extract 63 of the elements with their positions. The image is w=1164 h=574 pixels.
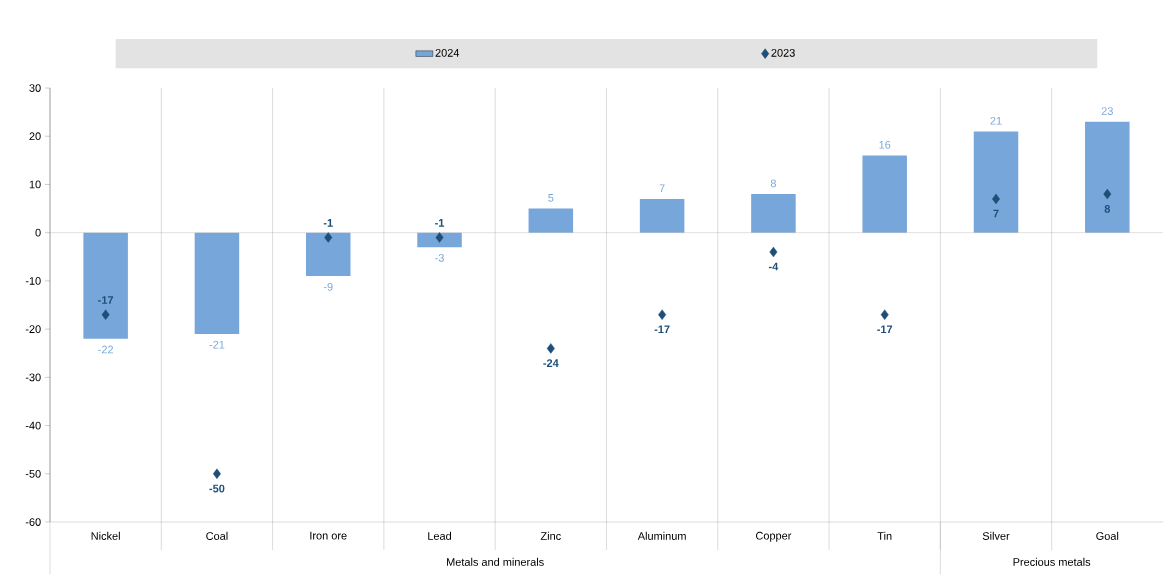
legend-label: 2024 (435, 49, 460, 57)
x-tick-label: Lead (428, 531, 452, 540)
data-label: -24 (543, 359, 559, 367)
point (658, 309, 667, 320)
point (435, 232, 444, 243)
data-label: -22 (98, 345, 114, 354)
x-tick-label: Copper (756, 531, 792, 542)
y-tick-label: -10 (25, 277, 41, 285)
data-label: 7 (993, 209, 999, 218)
y-tick-label: -60 (25, 518, 41, 526)
data-label: -17 (654, 325, 670, 334)
bar (417, 232, 462, 248)
data-label: 21 (990, 116, 1002, 125)
data-label: 8 (1104, 204, 1110, 213)
x-tick-label: Iron ore (310, 531, 347, 540)
point (101, 309, 110, 320)
data-label: -17 (877, 325, 893, 334)
point (324, 232, 333, 243)
data-label: 23 (1101, 107, 1113, 115)
data-label: 16 (879, 140, 891, 149)
data-label: -4 (768, 262, 779, 271)
bar (528, 208, 574, 233)
data-label: -50 (209, 484, 225, 493)
legend-label: 2023 (771, 49, 795, 57)
x-tick-label: Silver (982, 531, 1010, 540)
bar (1085, 121, 1130, 233)
x-tick-label: Coal (206, 531, 228, 540)
y-tick-label: -30 (25, 373, 41, 382)
y-tick-label: 0 (35, 228, 41, 237)
point (1103, 188, 1112, 200)
data-label: -1 (435, 219, 445, 227)
y-tick-label: 20 (29, 132, 41, 141)
bar (83, 232, 128, 339)
point (212, 468, 221, 479)
y-tick-label: -20 (25, 325, 41, 333)
data-label: -9 (323, 282, 333, 291)
y-tick-label: 30 (29, 84, 41, 92)
x-tick-label: Goal (1096, 531, 1119, 540)
data-label: -1 (323, 219, 333, 227)
x-tick-label: Aluminum (637, 531, 686, 540)
data-label: 8 (770, 179, 776, 188)
bar (973, 131, 1019, 233)
data-label: 5 (548, 194, 554, 202)
data-label: -17 (98, 296, 114, 304)
data-label: -21 (209, 340, 225, 349)
x-tick-label: Tin (877, 531, 892, 540)
y-tick-label: -50 (25, 469, 41, 478)
bar (639, 198, 685, 233)
bar (305, 232, 351, 277)
x-tick-label: Nickel (91, 531, 120, 540)
bar (862, 155, 907, 233)
bar (751, 194, 796, 233)
point (546, 343, 555, 354)
data-label: -3 (435, 254, 444, 262)
y-tick-label: 10 (29, 180, 41, 189)
x-tick-label: Zinc (540, 531, 561, 540)
text: Precious metals (1013, 557, 1091, 566)
point (769, 246, 778, 258)
bar (194, 232, 240, 334)
data-label: 7 (659, 184, 665, 193)
text: Metals and minerals (447, 557, 544, 566)
point (880, 309, 889, 320)
y-tick-label: -40 (25, 421, 41, 430)
